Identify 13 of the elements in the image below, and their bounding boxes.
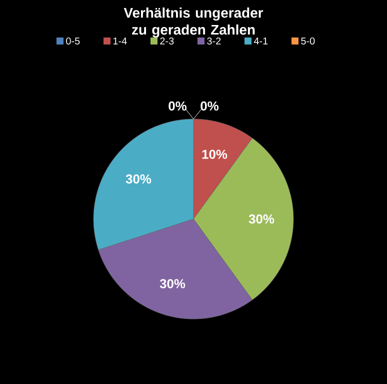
text: 0% [200, 101, 219, 111]
legend-label: 4-1 [254, 38, 268, 44]
data-label: 30% [248, 214, 274, 224]
data-label: 10% [202, 150, 228, 159]
legend-label: 0-5 [66, 37, 80, 45]
legend-label: 2-3 [160, 37, 174, 45]
legend-label: 5-0 [301, 37, 315, 45]
legend-label: 3-2 [207, 37, 221, 45]
data-label: 30% [126, 174, 152, 184]
data-label: 30% [160, 279, 186, 288]
legend-label: 1-4 [113, 38, 127, 44]
text: 0% [168, 101, 187, 111]
chart-title: Verhältnis ungerader zu geraden Zahlen [124, 8, 264, 38]
